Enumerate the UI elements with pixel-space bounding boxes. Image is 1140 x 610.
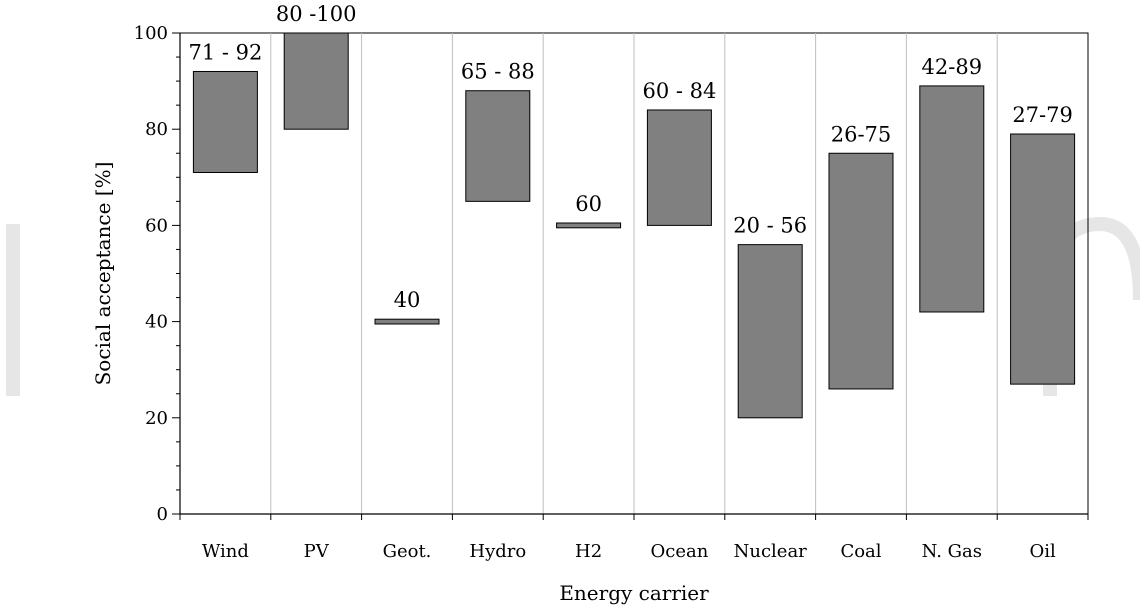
y-tick-label: 100 [134,23,168,44]
x-category-label: Oil [1029,541,1056,562]
x-category-label: Wind [202,541,249,562]
range-bar[interactable] [374,318,440,325]
range-bar[interactable] [283,32,349,130]
y-tick-label: 20 [145,408,168,429]
y-tick-label: 40 [145,312,168,333]
y-tick-label: 0 [157,504,168,525]
data-label: 60 [575,192,602,216]
y-tick-label: 80 [145,119,168,140]
data-label: 71 - 92 [188,40,262,64]
data-label: 27-79 [1012,103,1073,127]
x-category-label: PV [304,541,330,562]
y-tick-label: 60 [145,215,168,236]
range-bar[interactable] [556,222,622,229]
data-label: 80 -100 [276,2,357,26]
range-bar[interactable] [919,85,985,313]
range-bar[interactable] [465,90,531,202]
watermark-bar [6,224,20,396]
x-category-label: H2 [575,541,602,562]
data-label: 60 - 84 [642,79,716,103]
x-category-label: Coal [840,541,881,562]
data-label: 26-75 [831,122,892,146]
range-bar[interactable] [646,109,712,226]
range-bar[interactable] [1010,133,1076,385]
x-category-label: Geot. [383,541,432,562]
range-bar[interactable] [828,152,894,390]
range-bar[interactable] [192,70,258,173]
range-bar[interactable] [737,244,803,419]
data-label: 20 - 56 [733,214,807,238]
x-category-label: Nuclear [734,541,808,562]
data-label: 42-89 [922,55,983,79]
data-label: 65 - 88 [461,60,535,84]
y-axis-title: Social acceptance [%] [91,162,115,386]
x-category-label: Ocean [650,541,708,562]
x-category-label: Hydro [469,541,526,562]
data-label: 40 [394,288,421,312]
x-axis-title: Energy carrier [559,581,709,605]
x-category-label: N. Gas [922,541,982,562]
